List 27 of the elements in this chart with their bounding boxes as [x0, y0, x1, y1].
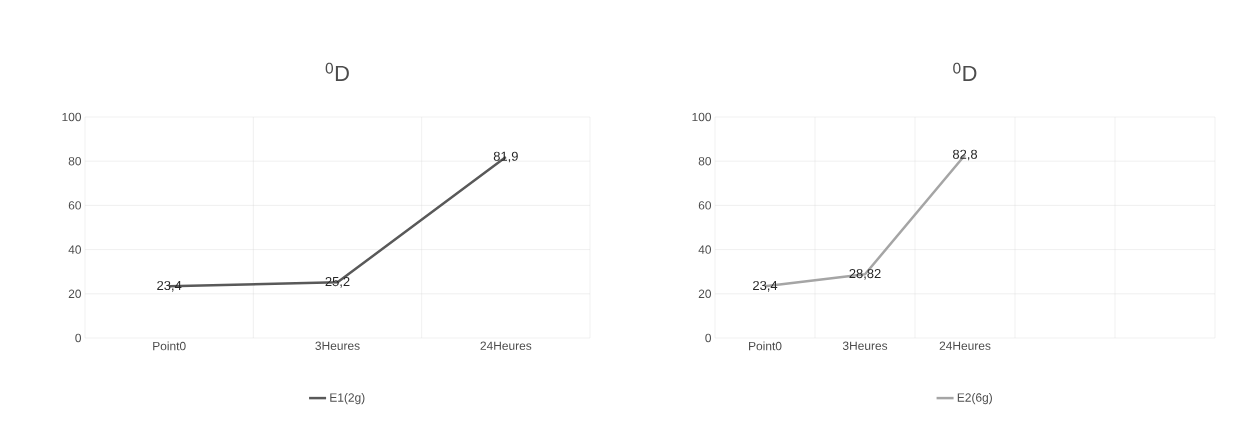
x-tick-label: 24Heures — [939, 341, 991, 350]
x-tick-label: 3Heures — [315, 341, 360, 350]
y-tick-label: 40 — [68, 245, 82, 254]
x-tick-label: Point0 — [153, 341, 186, 351]
data-label: 28,82 — [849, 268, 881, 280]
x-tick-label: 3Heures — [842, 341, 888, 350]
x-tick-label: Point0 — [749, 341, 782, 351]
y-tick-label: 0 — [705, 333, 712, 343]
y-tick-label: 0 — [75, 333, 82, 343]
y-tick-label: 80 — [698, 156, 712, 166]
y-tick-label: 60 — [68, 201, 82, 210]
chart-title: $^{0}$D — [325, 62, 349, 81]
y-tick-label: 80 — [68, 156, 82, 166]
legend-label: E1(2g) — [330, 393, 365, 405]
data-label: 82,8 — [952, 149, 978, 161]
y-tick-label: 40 — [698, 245, 712, 254]
data-label: 23,4 — [157, 280, 182, 292]
y-tick-label: 20 — [698, 289, 712, 299]
data-label: 23,4 — [753, 280, 778, 292]
y-tick-label: 100 — [62, 112, 82, 122]
chart-title: $^{0}$D — [953, 62, 977, 81]
y-tick-label: 60 — [698, 201, 712, 210]
legend-label: E2(6g) — [957, 393, 992, 405]
y-tick-label: 100 — [692, 112, 712, 122]
x-tick-label: 24Heures — [480, 341, 532, 350]
data-label: 81,9 — [493, 151, 518, 163]
y-tick-label: 20 — [68, 289, 82, 299]
